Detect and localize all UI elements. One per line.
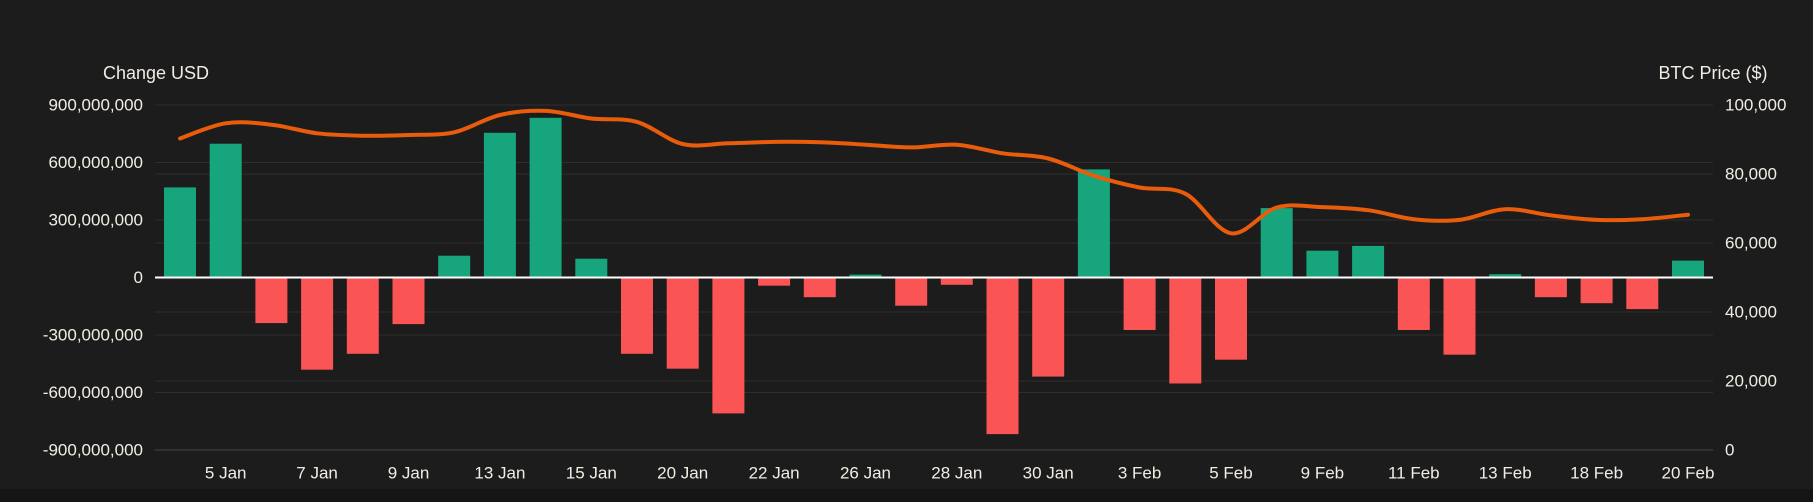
bar-negative [1443,277,1476,355]
y-tick-left: 600,000,000 [48,153,143,172]
bar-positive [164,187,196,278]
bar-positive [1489,274,1522,278]
y-tick-left: -600,000,000 [43,383,143,402]
y-tick-right: 0 [1725,441,1734,460]
x-tick: 9 Feb [1301,464,1344,483]
x-tick: 9 Jan [388,464,430,483]
x-tick: 28 Jan [931,464,982,483]
x-tick: 20 Feb [1662,464,1715,483]
bar-positive [1352,245,1385,278]
y-tick-right: 80,000 [1725,165,1777,184]
y-tick-right: 60,000 [1725,234,1777,253]
x-tick: 20 Jan [657,464,708,483]
x-tick: 5 Feb [1209,464,1252,483]
bar-negative [986,277,1019,435]
bar-negative [621,277,653,354]
x-tick: 30 Jan [1023,464,1074,483]
right-axis-title: BTC Price ($) [1658,63,1768,83]
bar-negative [301,277,334,370]
bar-negative [1580,277,1613,304]
bar-positive [1306,250,1339,278]
bar-positive [1672,260,1704,278]
bar-negative [940,277,973,285]
bar-negative [895,277,928,306]
bar-negative [346,277,379,354]
x-tick: 26 Jan [840,464,891,483]
bar-positive [1260,208,1293,278]
bar-negative [1032,277,1065,377]
bar-negative [1215,277,1247,360]
bar-positive [209,143,242,278]
x-tick: 22 Jan [749,464,800,483]
bar-negative [666,277,699,369]
bottom-strip [0,489,1813,502]
bar-negative [758,277,791,286]
bar-negative [1123,277,1156,330]
y-tick-right: 40,000 [1725,303,1777,322]
y-tick-left: 900,000,000 [48,96,143,115]
bar-negative [1534,277,1567,298]
bar-negative [1626,277,1659,310]
bar-positive [483,132,516,278]
y-tick-left: 0 [134,268,143,287]
bar-positive [529,117,562,278]
y-tick-right: 20,000 [1725,372,1777,391]
bar-negative [392,277,425,325]
y-tick-left: -900,000,000 [43,441,143,460]
y-tick-left: -300,000,000 [43,326,143,345]
bar-positive [1077,169,1110,278]
bar-positive [849,274,882,278]
x-tick: 7 Jan [296,464,338,483]
bar-negative [712,277,745,414]
bar-positive [575,258,608,278]
bar-negative [1397,277,1430,330]
x-tick: 15 Jan [566,464,617,483]
x-tick: 13 Jan [474,464,525,483]
x-tick: 13 Feb [1479,464,1532,483]
price-line [178,108,1690,236]
x-tick: 5 Jan [205,464,247,483]
x-tick: 11 Feb [1388,464,1440,483]
y-tick-left: 300,000,000 [48,211,143,230]
left-axis-title: Change USD [102,63,210,83]
bar-negative [803,277,836,298]
bar-positive [438,255,471,278]
bar-negative [1169,277,1202,384]
x-tick: 18 Feb [1570,464,1623,483]
x-tick: 3 Feb [1118,464,1161,483]
y-tick-right: 100,000 [1725,96,1786,115]
bar-negative [255,277,288,324]
